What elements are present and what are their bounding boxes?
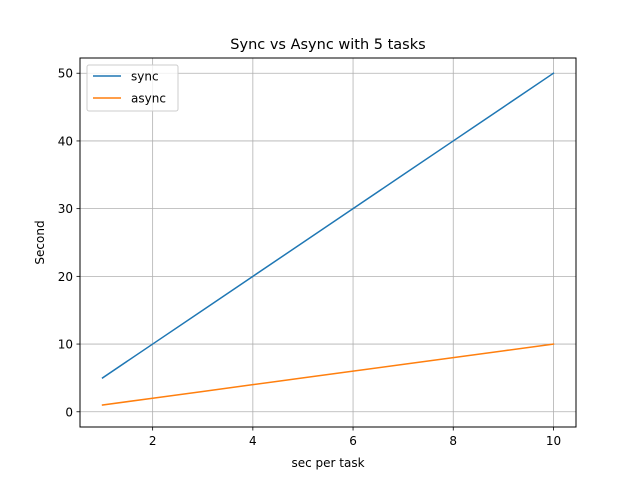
x-tick-label: 2 — [149, 434, 157, 448]
y-tick-label: 20 — [58, 270, 73, 284]
legend: sync async — [86, 64, 179, 112]
x-tick-label: 10 — [546, 434, 561, 448]
grid-layer — [80, 58, 576, 427]
y-tick-label: 0 — [65, 405, 73, 419]
y-tick-label: 40 — [58, 134, 73, 148]
series-line-sync — [101, 72, 555, 379]
x-axis-label: sec per task — [291, 456, 364, 470]
y-tick-label: 50 — [58, 67, 73, 81]
legend-label-sync: sync — [131, 70, 159, 84]
y-tick-label: 30 — [58, 202, 73, 216]
y-axis-label: Second — [33, 220, 47, 264]
tick-layer: 2 4 6 8 10 0 10 20 30 40 50 — [58, 67, 561, 448]
x-tick-label: 4 — [249, 434, 257, 448]
series-line-async — [101, 343, 555, 406]
y-tick-label: 10 — [58, 338, 73, 352]
chart-title: Sync vs Async with 5 tasks — [230, 37, 425, 53]
plot-frame — [79, 57, 577, 428]
series-layer — [101, 72, 555, 406]
x-tick-label: 6 — [349, 434, 357, 448]
x-tick-label: 8 — [449, 434, 457, 448]
legend-label-async: async — [131, 92, 166, 106]
